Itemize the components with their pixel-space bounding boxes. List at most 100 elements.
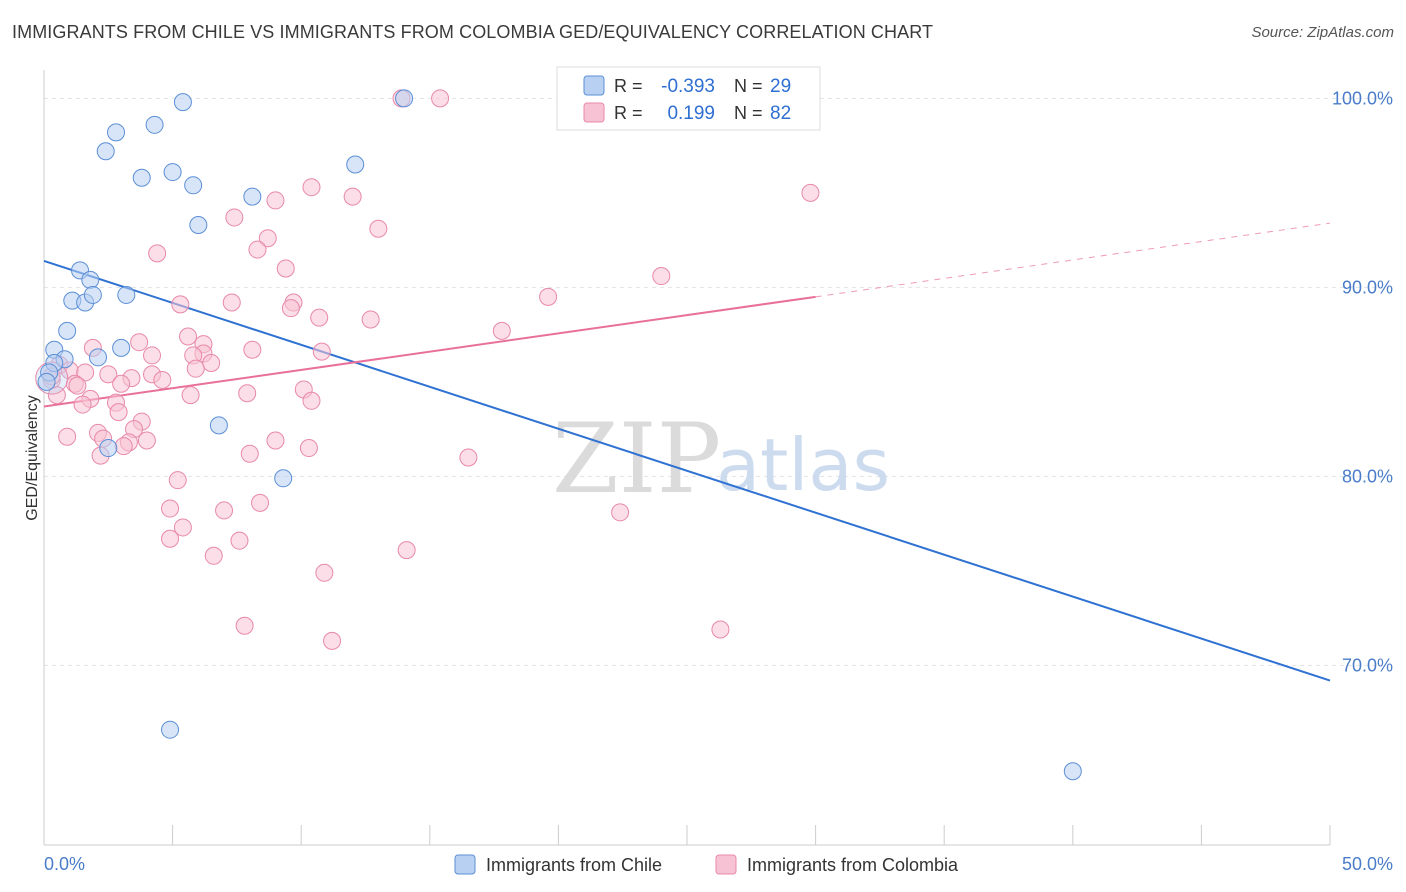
- point-colombia: [153, 371, 172, 389]
- trend-line-chile: [43, 259, 1331, 682]
- point-colombia: [179, 327, 198, 346]
- bottom-legend-colombia-swatch: [715, 854, 737, 875]
- point-colombia: [711, 620, 730, 639]
- point-colombia: [109, 403, 128, 422]
- point-chile: [83, 285, 102, 304]
- point-colombia: [312, 342, 331, 361]
- point-chile: [112, 338, 131, 357]
- legend-colombia-n-value: 82: [770, 103, 791, 124]
- source-label: Source: ZipAtlas.com: [1251, 24, 1394, 41]
- x-tick-label: 0.0%: [44, 854, 85, 874]
- point-chile: [189, 216, 208, 234]
- point-colombia: [215, 501, 234, 520]
- point-colombia: [266, 431, 285, 450]
- legend-chile-r-value: -0.393: [661, 76, 715, 97]
- point-colombia: [204, 546, 223, 565]
- point-colombia: [76, 363, 95, 382]
- point-colombia: [266, 191, 285, 210]
- y-tick-label: 90.0%: [1342, 277, 1393, 297]
- gridlines: [44, 97, 1380, 666]
- point-colombia: [539, 287, 558, 306]
- legend-chile-n-label: N =: [734, 76, 763, 96]
- point-colombia: [652, 267, 671, 286]
- legend-chile-n-value: 29: [770, 76, 791, 97]
- point-chile: [173, 93, 192, 112]
- y-tick-labels: 100.0% 90.0% 80.0% 70.0%: [1332, 88, 1393, 675]
- point-colombia: [315, 563, 334, 582]
- point-colombia: [343, 187, 362, 206]
- trend-line-colombia: [43, 295, 816, 408]
- point-colombia: [431, 89, 450, 108]
- point-colombia: [248, 240, 267, 259]
- point-colombia: [492, 321, 511, 340]
- point-colombia: [310, 308, 329, 327]
- legend-chile-swatch: [583, 75, 605, 96]
- point-colombia: [243, 340, 262, 359]
- point-chile: [107, 123, 126, 142]
- legend-colombia-n-label: N =: [734, 103, 763, 123]
- point-colombia: [161, 529, 180, 548]
- x-tick-labels: 0.0% 50.0%: [44, 854, 1393, 874]
- point-colombia: [276, 259, 295, 278]
- point-chile: [37, 372, 56, 391]
- point-colombia: [397, 541, 416, 560]
- point-colombia: [168, 471, 187, 490]
- point-colombia: [251, 493, 270, 512]
- point-chile: [274, 469, 293, 488]
- point-colombia: [181, 386, 200, 405]
- point-colombia: [299, 439, 318, 458]
- point-colombia: [148, 244, 167, 263]
- y-tick-label: 100.0%: [1332, 88, 1393, 108]
- series-chile-points: [37, 89, 1082, 781]
- legend-colombia-swatch: [583, 102, 605, 123]
- point-chile: [96, 142, 115, 161]
- point-colombia: [99, 365, 118, 384]
- point-colombia: [186, 359, 205, 378]
- point-chile: [81, 270, 100, 289]
- x-tick-label: 50.0%: [1342, 854, 1393, 874]
- legend-colombia-r-value: 0.199: [667, 103, 715, 124]
- point-colombia: [369, 219, 388, 238]
- point-colombia: [230, 531, 249, 550]
- watermark-zip: ZIP: [552, 403, 721, 515]
- point-colombia: [302, 391, 321, 410]
- chart-title: IMMIGRANTS FROM CHILE VS IMMIGRANTS FROM…: [12, 22, 934, 42]
- point-colombia: [114, 437, 133, 456]
- y-axis-label: GED/Equivalency: [24, 395, 41, 520]
- point-chile: [145, 115, 164, 134]
- point-colombia: [130, 333, 149, 352]
- point-chile: [395, 89, 414, 108]
- point-colombia: [58, 427, 77, 446]
- point-chile: [243, 187, 262, 206]
- point-colombia: [73, 395, 92, 414]
- x-minor-ticks: [43, 825, 1331, 845]
- y-tick-label: 80.0%: [1342, 466, 1393, 486]
- point-chile: [163, 163, 182, 182]
- trend-lines: [43, 222, 1331, 682]
- point-colombia: [240, 444, 259, 463]
- point-colombia: [281, 299, 300, 318]
- point-chile: [58, 321, 77, 340]
- point-chile: [1063, 762, 1082, 781]
- bottom-legend-chile-swatch: [454, 854, 476, 875]
- series-legend: Immigrants from Chile Immigrants from Co…: [454, 854, 959, 875]
- point-colombia: [68, 376, 87, 395]
- watermark-atlas: atlas: [716, 423, 890, 507]
- point-colombia: [173, 518, 192, 537]
- point-colombia: [302, 178, 321, 197]
- point-colombia: [235, 616, 254, 635]
- series-colombia-points: [35, 89, 820, 650]
- point-chile: [346, 155, 365, 174]
- point-colombia: [222, 293, 241, 312]
- point-colombia: [112, 374, 131, 393]
- point-colombia: [323, 631, 342, 650]
- point-colombia: [143, 346, 162, 365]
- point-colombia: [202, 353, 221, 372]
- point-chile: [132, 168, 151, 187]
- legend-colombia-r-label: R =: [614, 103, 643, 123]
- point-colombia: [459, 448, 478, 467]
- point-colombia: [171, 295, 190, 314]
- point-chile: [99, 439, 118, 458]
- bottom-legend-chile-label: Immigrants from Chile: [486, 855, 662, 875]
